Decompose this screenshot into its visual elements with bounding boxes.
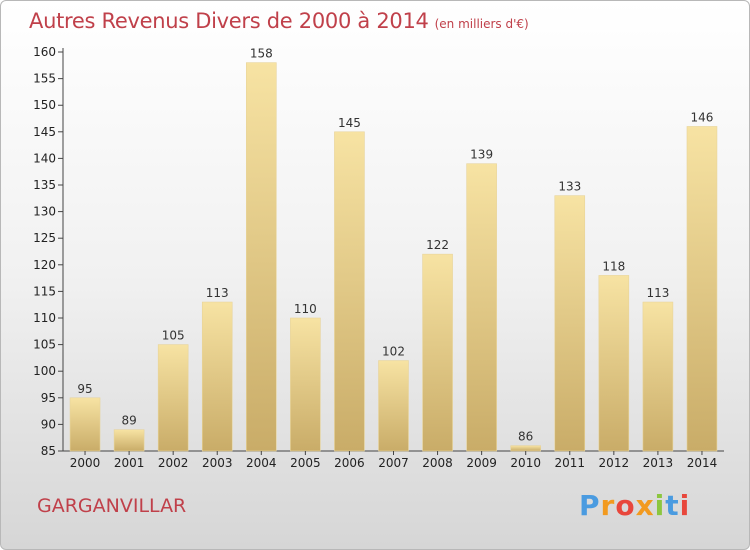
bar-2007 — [378, 360, 409, 452]
x-tick-label-2006: 2006 — [334, 456, 365, 470]
y-tick-label: 105 — [33, 338, 56, 352]
x-tick-label-2007: 2007 — [378, 456, 409, 470]
y-tick-label: 125 — [33, 231, 56, 245]
y-tick-label: 120 — [33, 258, 56, 272]
brand-letter: P — [579, 489, 601, 522]
bar-2008 — [422, 253, 453, 452]
x-tick-label-2002: 2002 — [158, 456, 189, 470]
bar-2000 — [69, 397, 101, 452]
y-tick-label: 145 — [33, 125, 56, 139]
x-tick-label-2010: 2010 — [510, 456, 541, 470]
brand-letter: i — [654, 489, 666, 522]
data-label-2013: 113 — [646, 286, 669, 300]
bar-2005 — [290, 317, 321, 452]
bar-2006 — [334, 131, 365, 452]
x-tick-label-2005: 2005 — [290, 456, 321, 470]
y-tick-label: 135 — [33, 178, 56, 192]
data-label-2011: 133 — [558, 180, 581, 194]
chart-title: Autres Revenus Divers de 2000 à 2014 (en … — [29, 9, 529, 33]
data-label-2006: 145 — [338, 116, 361, 130]
data-label-2002: 105 — [162, 329, 185, 343]
data-label-2012: 118 — [602, 259, 625, 273]
y-tick-label: 95 — [41, 391, 56, 405]
data-label-2004: 158 — [250, 47, 273, 61]
bar-2001 — [113, 429, 145, 452]
bar-2011 — [554, 195, 586, 452]
bar-2013 — [642, 301, 674, 452]
x-tick-label-2004: 2004 — [246, 456, 277, 470]
x-tick-label-2009: 2009 — [466, 456, 497, 470]
data-label-2000: 95 — [77, 382, 92, 396]
brand-letter: o — [615, 489, 636, 522]
x-tick-label-2003: 2003 — [202, 456, 233, 470]
y-tick-label: 140 — [33, 151, 56, 165]
bar-2010 — [510, 445, 541, 452]
y-tick-label: 155 — [33, 72, 56, 86]
y-tick-label: 90 — [41, 417, 56, 431]
bar-2009 — [466, 163, 497, 452]
x-tick-label-2012: 2012 — [599, 456, 630, 470]
x-tick-label-2001: 2001 — [114, 456, 145, 470]
title-main: Autres Revenus Divers de 2000 à 2014 — [29, 9, 429, 33]
x-tick-label-2014: 2014 — [687, 456, 718, 470]
y-tick-label: 100 — [33, 364, 56, 378]
data-label-2010: 86 — [518, 430, 533, 444]
data-label-2008: 122 — [426, 238, 449, 252]
x-tick-label-2013: 2013 — [643, 456, 674, 470]
data-label-2009: 139 — [470, 148, 493, 162]
data-label-2014: 146 — [691, 110, 714, 124]
y-tick-label: 115 — [33, 284, 56, 298]
bar-2004 — [246, 62, 277, 452]
x-tick-label-2008: 2008 — [422, 456, 453, 470]
title-unit: (en milliers d'€) — [434, 17, 529, 31]
bar-2014 — [686, 126, 718, 452]
commune-name: GARGANVILLAR — [37, 495, 187, 517]
proxiti-logo: Proxiti — [579, 489, 690, 522]
bar-2002 — [157, 344, 189, 452]
brand-letter: x — [635, 489, 655, 522]
x-tick-label-2000: 2000 — [70, 456, 101, 470]
x-tick-label-2011: 2011 — [554, 456, 585, 470]
brand-letter: r — [600, 489, 616, 522]
bar-2012 — [598, 275, 630, 452]
y-tick-label: 150 — [33, 98, 56, 112]
y-tick-label: 160 — [33, 45, 56, 59]
y-tick-label: 110 — [33, 311, 56, 325]
y-tick-label: 85 — [41, 444, 56, 458]
brand-letter: t — [665, 489, 680, 522]
data-label-2005: 110 — [294, 302, 317, 316]
data-label-2007: 102 — [382, 345, 405, 359]
brand-letter: i — [679, 489, 691, 522]
data-label-2003: 113 — [206, 286, 229, 300]
data-label-2001: 89 — [121, 414, 136, 428]
y-tick-label: 130 — [33, 205, 56, 219]
bar-2003 — [201, 301, 233, 452]
